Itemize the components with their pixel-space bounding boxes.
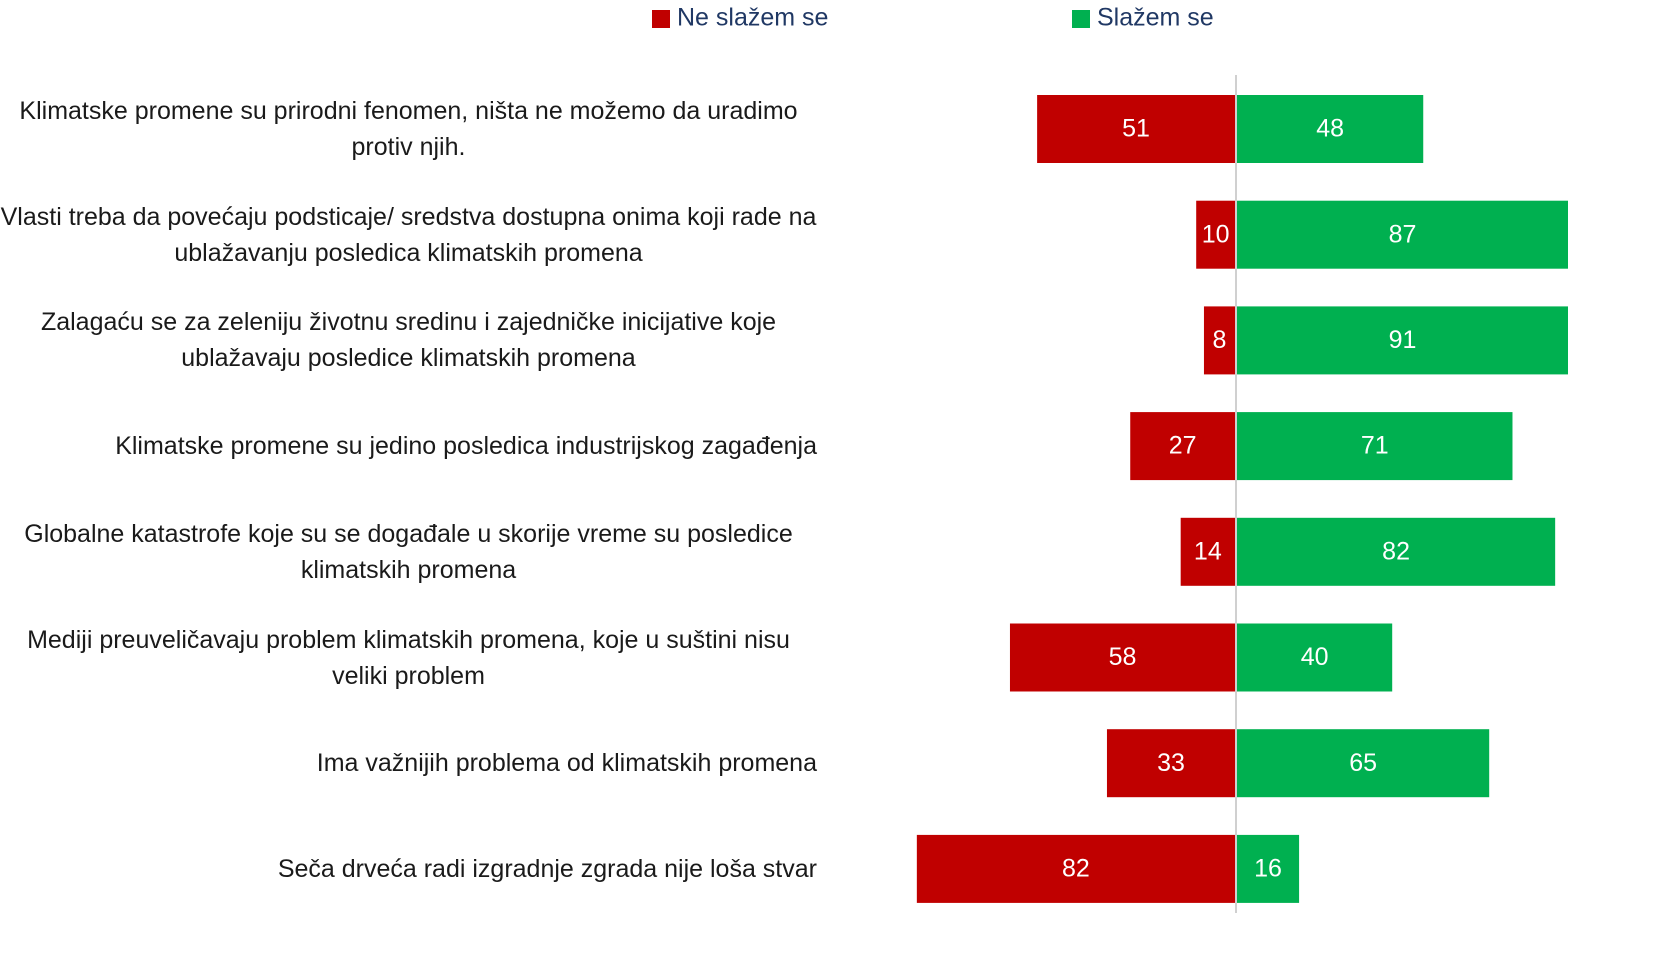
category-text: Mediji preuveličavaju problem klimatskih… [27, 625, 790, 690]
value-label: 58 [1109, 643, 1137, 671]
category-label: Seča drveća radi izgradnje zgrada nije l… [0, 824, 817, 914]
bar [916, 834, 1235, 903]
legend-swatch [1072, 10, 1090, 28]
category-label: Zalagaću se za zeleniju životnu sredinu … [0, 295, 817, 385]
bar [1237, 306, 1568, 375]
bar [1237, 834, 1300, 903]
value-label: 33 [1157, 749, 1185, 777]
bar [1037, 95, 1235, 163]
value-label: 40 [1301, 643, 1329, 671]
bar [1237, 412, 1513, 481]
category-text: Klimatske promene su jedino posledica in… [115, 432, 817, 461]
value-label: 14 [1194, 537, 1222, 565]
category-text: Seča drveća radi izgradnje zgrada nije l… [277, 854, 817, 883]
value-label: 10 [1202, 220, 1230, 248]
value-label: 91 [1389, 326, 1417, 354]
bar [1196, 200, 1235, 269]
value-label: 82 [1382, 537, 1410, 565]
legend-swatch [652, 10, 670, 28]
bar [1106, 729, 1235, 798]
category-text: Vlasti treba da povećaju podsticaje/ sre… [0, 202, 817, 267]
bar [1237, 517, 1556, 586]
category-label: Vlasti treba da povećaju podsticaje/ sre… [0, 190, 817, 280]
value-label: 82 [1062, 855, 1090, 883]
value-label: 87 [1389, 220, 1417, 248]
legend-label: Slažem se [1097, 4, 1214, 32]
value-label: 16 [1254, 855, 1282, 883]
bar [1237, 729, 1490, 798]
bar [1237, 200, 1568, 269]
category-text: Zalagaću se za zeleniju životnu sredinu … [40, 308, 777, 373]
bar [1203, 306, 1235, 375]
category-text: Ima važnijih problema od klimatskih prom… [316, 749, 817, 778]
category-label: Klimatske promene su jedino posledica in… [0, 401, 817, 491]
legend-label: Ne slažem se [677, 4, 828, 32]
value-label: 8 [1213, 326, 1227, 354]
bar [1237, 95, 1424, 163]
category-label: Ima važnijih problema od klimatskih prom… [0, 718, 817, 808]
category-label: Klimatske promene su prirodni fenomen, n… [0, 84, 817, 174]
category-label: Mediji preuveličavaju problem klimatskih… [0, 613, 817, 703]
value-label: 65 [1349, 749, 1377, 777]
category-text: Klimatske promene su prirodni fenomen, n… [19, 97, 798, 161]
bar [1130, 412, 1235, 481]
value-label: 51 [1122, 115, 1150, 143]
category-text: Globalne katastrofe koje su se događale … [24, 519, 793, 584]
value-label: 48 [1316, 115, 1344, 143]
bar [1180, 517, 1235, 586]
category-label: Globalne katastrofe koje su se događale … [0, 507, 817, 597]
bar [1237, 623, 1393, 692]
value-label: 71 [1361, 432, 1389, 460]
value-label: 27 [1169, 432, 1197, 460]
bars [916, 95, 1568, 903]
bar [1009, 623, 1235, 692]
